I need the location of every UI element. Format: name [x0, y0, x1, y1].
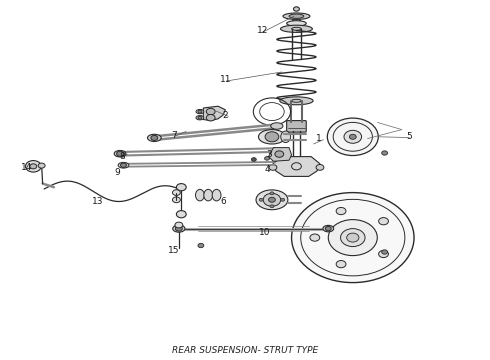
Circle shape [281, 198, 285, 201]
Text: 1: 1 [316, 134, 321, 143]
Circle shape [382, 250, 388, 254]
Circle shape [270, 205, 274, 208]
Circle shape [382, 151, 388, 155]
Ellipse shape [281, 131, 291, 143]
Circle shape [198, 243, 204, 248]
Ellipse shape [280, 97, 313, 105]
Circle shape [25, 161, 41, 172]
Circle shape [251, 158, 256, 161]
Text: 10: 10 [259, 228, 270, 237]
Text: 9: 9 [115, 168, 121, 177]
Circle shape [270, 192, 274, 195]
Ellipse shape [147, 134, 161, 141]
Circle shape [175, 222, 183, 228]
Ellipse shape [114, 150, 126, 157]
Text: 5: 5 [406, 132, 412, 141]
Circle shape [172, 197, 180, 203]
Ellipse shape [280, 25, 313, 32]
Circle shape [379, 217, 389, 225]
Circle shape [263, 193, 281, 206]
Circle shape [176, 211, 186, 218]
Circle shape [30, 164, 37, 169]
Circle shape [325, 226, 331, 231]
Circle shape [275, 151, 284, 157]
Text: 2: 2 [222, 111, 228, 120]
Ellipse shape [283, 13, 310, 19]
Circle shape [294, 7, 299, 11]
Text: 7: 7 [171, 130, 177, 139]
Circle shape [172, 190, 180, 195]
Text: 11: 11 [220, 75, 231, 84]
Ellipse shape [196, 189, 204, 201]
Text: 13: 13 [92, 197, 104, 206]
Text: 4: 4 [264, 165, 270, 174]
Circle shape [265, 132, 279, 142]
Ellipse shape [323, 225, 334, 232]
Circle shape [328, 220, 377, 256]
Circle shape [269, 197, 275, 202]
Ellipse shape [172, 225, 185, 232]
Text: 14: 14 [21, 163, 33, 172]
Ellipse shape [196, 109, 204, 114]
FancyBboxPatch shape [287, 121, 306, 132]
Text: 8: 8 [120, 152, 125, 161]
Circle shape [344, 130, 362, 143]
Circle shape [336, 261, 346, 268]
Ellipse shape [118, 162, 129, 168]
Circle shape [265, 157, 270, 160]
Ellipse shape [212, 189, 221, 201]
Text: 3: 3 [267, 150, 272, 159]
Ellipse shape [270, 123, 283, 129]
Circle shape [379, 251, 389, 258]
Text: 6: 6 [220, 197, 226, 206]
Circle shape [117, 151, 123, 156]
Circle shape [341, 229, 365, 247]
Circle shape [175, 226, 182, 231]
Ellipse shape [204, 189, 213, 201]
Circle shape [198, 110, 202, 113]
Circle shape [206, 108, 215, 115]
Ellipse shape [287, 21, 306, 26]
Circle shape [269, 165, 277, 170]
Circle shape [292, 193, 414, 283]
Text: REAR SUSPENSION- STRUT TYPE: REAR SUSPENSION- STRUT TYPE [172, 346, 318, 355]
Ellipse shape [196, 116, 204, 120]
Circle shape [336, 207, 346, 215]
Ellipse shape [259, 130, 285, 144]
Circle shape [346, 233, 359, 242]
Circle shape [310, 234, 319, 241]
Ellipse shape [256, 190, 288, 210]
Text: 15: 15 [168, 246, 180, 255]
Circle shape [176, 184, 186, 191]
Ellipse shape [289, 14, 304, 18]
Circle shape [206, 114, 215, 121]
Circle shape [38, 163, 45, 168]
Circle shape [198, 116, 202, 119]
Circle shape [327, 118, 378, 156]
Polygon shape [273, 157, 320, 176]
Polygon shape [269, 148, 292, 161]
Circle shape [259, 198, 263, 201]
Polygon shape [203, 106, 225, 121]
Circle shape [151, 135, 158, 140]
Circle shape [349, 134, 356, 139]
Circle shape [316, 165, 324, 170]
Circle shape [121, 163, 126, 167]
Text: 12: 12 [256, 26, 268, 35]
